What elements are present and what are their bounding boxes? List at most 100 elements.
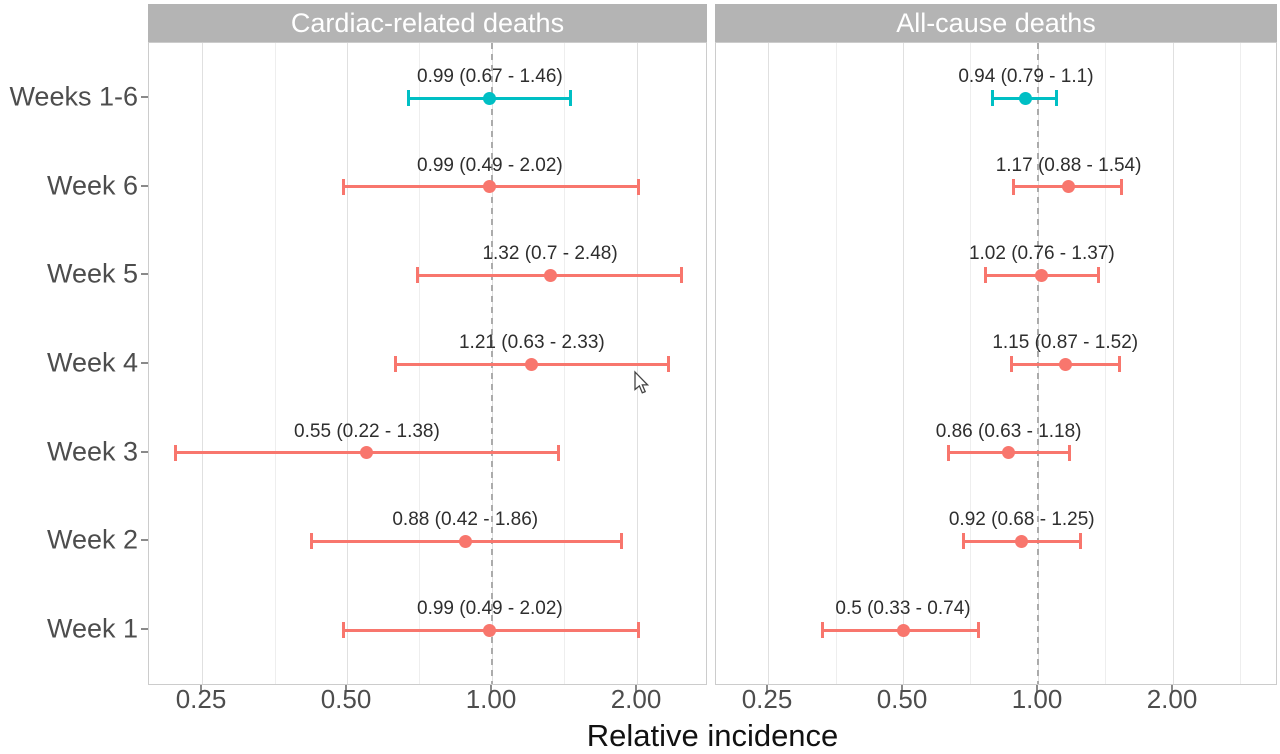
y-axis-label: Week 5 <box>46 258 138 289</box>
error-bar-cap-high <box>1097 267 1101 284</box>
point-estimate <box>1019 91 1033 105</box>
error-bar-cap-high <box>977 622 981 639</box>
error-bar-cap-high <box>1054 90 1058 106</box>
error-bar-cap-high <box>569 90 573 106</box>
x-tick-label: 0.50 <box>876 684 928 714</box>
minor-gridline <box>970 43 972 684</box>
point-estimate <box>483 180 497 194</box>
error-bar-cap-high <box>1068 444 1072 461</box>
estimate-label: 0.55 (0.22 - 1.38) <box>294 420 440 442</box>
error-bar-cap-high <box>679 267 683 284</box>
estimate-label: 0.5 (0.33 - 0.74) <box>835 598 971 620</box>
y-tick-mark <box>141 273 148 276</box>
estimate-label: 1.32 (0.7 - 2.48) <box>482 243 618 265</box>
estimate-label: 1.21 (0.63 - 2.33) <box>458 332 605 353</box>
x-tick-mark <box>345 685 347 692</box>
estimate-label: 0.99 (0.49 - 2.02) <box>417 598 563 620</box>
error-bar-cap-high <box>637 178 641 195</box>
x-tick-label: 0.50 <box>320 684 372 714</box>
point-estimate <box>458 534 472 548</box>
x-tick-mark <box>1171 685 1173 692</box>
x-tick-mark <box>200 685 202 692</box>
x-tick-mark <box>901 685 903 692</box>
point-estimate <box>360 446 374 460</box>
estimate-label: 0.99 (0.67 - 1.46) <box>417 66 563 87</box>
error-bar-cap-low <box>416 267 420 284</box>
estimate-label: 0.94 (0.79 - 1.1) <box>958 66 1094 87</box>
error-bar-cap-high <box>619 533 623 550</box>
x-tick-mark <box>490 685 492 692</box>
estimate-label: 0.88 (0.42 - 1.86) <box>392 509 539 531</box>
x-tick-mark <box>635 685 637 692</box>
error-bar-cap-high <box>1120 178 1124 195</box>
error-bar-cap-low <box>961 533 965 550</box>
x-tick-label: 2.00 <box>610 684 662 714</box>
error-bar-cap-high <box>666 356 670 372</box>
estimate-label: 1.17 (0.88 - 1.54) <box>995 154 1142 176</box>
point-estimate <box>483 623 497 637</box>
minor-gridline <box>274 43 276 684</box>
error-bar-cap-low <box>1012 178 1016 195</box>
y-axis-label: Week 2 <box>46 524 138 555</box>
minor-gridline <box>835 43 837 684</box>
minor-gridline <box>1240 43 1242 684</box>
error-bar-cap-low <box>341 622 345 639</box>
y-axis-label: Week 4 <box>46 347 138 378</box>
estimate-label: 1.15 (0.87 - 1.52) <box>992 332 1139 353</box>
panel-cardiac: 0.99 (0.67 - 1.46) 0.99 (0.49 - 2.02) 1.32… <box>148 42 707 685</box>
point-estimate <box>1015 534 1029 548</box>
error-bar-cap-low <box>991 90 995 106</box>
error-bar-cap-low <box>174 444 178 461</box>
error-bar-cap-low <box>341 178 345 195</box>
point-estimate <box>896 623 910 637</box>
y-tick-mark <box>141 450 148 453</box>
error-bar-cap-low <box>983 267 987 284</box>
panel-allcause: 0.94 (0.79 - 1.1) 1.17 (0.88 - 1.54) 1.02 … <box>715 42 1277 685</box>
x-tick-label: 2.00 <box>1146 684 1198 714</box>
x-tick-mark <box>1036 685 1038 692</box>
x-tick-label: 0.25 <box>175 684 227 714</box>
point-estimate <box>483 91 497 105</box>
y-tick-mark <box>141 628 148 631</box>
point-estimate <box>543 268 557 282</box>
error-bar-cap-high <box>557 444 561 461</box>
x-tick-label: 1.00 <box>465 684 517 714</box>
major-gridline <box>202 43 203 684</box>
y-tick-mark <box>141 362 148 364</box>
point-estimate <box>1058 357 1072 371</box>
error-bar-cap-low <box>947 444 950 461</box>
y-axis-label: Weeks 1-6 <box>9 81 138 112</box>
mouse-cursor-icon <box>634 370 650 394</box>
x-tick-mark <box>766 685 768 692</box>
major-gridline <box>347 43 348 684</box>
error-bar-cap-low <box>309 533 313 550</box>
y-tick-mark <box>141 539 148 542</box>
estimate-label: 0.99 (0.49 - 2.02) <box>417 154 563 176</box>
major-gridline <box>1173 43 1174 684</box>
major-gridline <box>903 43 904 684</box>
y-tick-mark <box>141 96 148 98</box>
y-axis-label: Week 3 <box>46 436 138 467</box>
error-bar-cap-low <box>821 622 825 639</box>
x-tick-label: 1.00 <box>1011 684 1063 714</box>
y-axis-label: Week 1 <box>46 613 138 644</box>
point-estimate <box>1035 268 1049 282</box>
error-bar-cap-low <box>1009 356 1013 372</box>
error-bar-cap-high <box>1117 356 1121 372</box>
estimate-label: 0.92 (0.68 - 1.25) <box>948 509 1095 531</box>
error-bar-cap-high <box>1079 533 1083 550</box>
point-estimate <box>1002 446 1016 460</box>
error-bar-cap-low <box>394 356 398 372</box>
panel-header-cardiac: Cardiac-related deaths <box>148 4 707 42</box>
error-bar-cap-low <box>407 90 411 106</box>
estimate-label: 0.86 (0.63 - 1.18) <box>935 420 1082 442</box>
point-estimate <box>525 357 539 371</box>
error-bar-cap-high <box>637 622 641 639</box>
y-axis-label: Week 6 <box>46 170 138 201</box>
x-tick-label: 0.25 <box>741 684 793 714</box>
estimate-label: 1.02 (0.76 - 1.37) <box>968 243 1115 265</box>
x-axis-title: Relative incidence <box>586 718 839 753</box>
point-estimate <box>1062 180 1076 194</box>
y-tick-mark <box>141 184 148 187</box>
